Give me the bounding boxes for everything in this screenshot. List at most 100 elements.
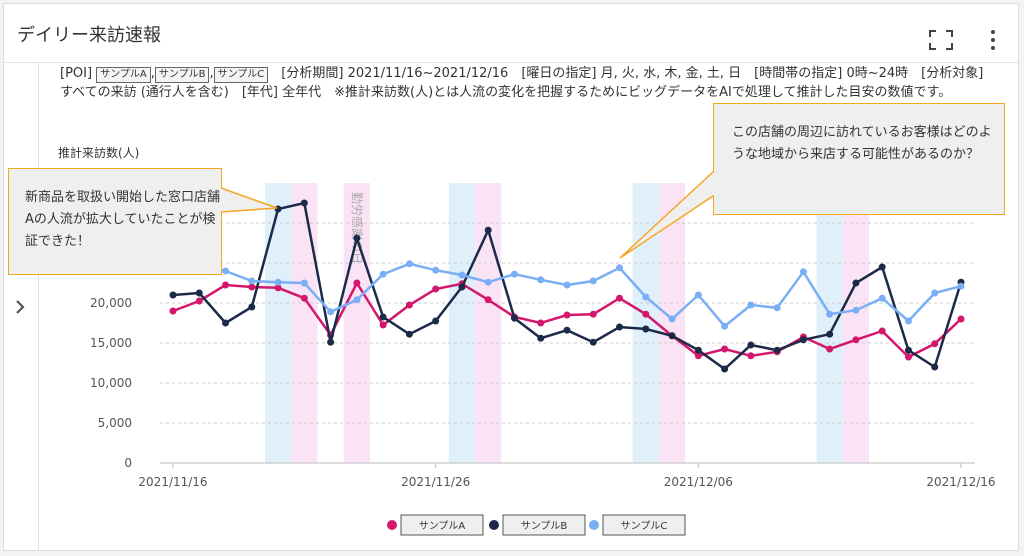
header-icons [929, 30, 995, 50]
data-point [721, 345, 729, 353]
data-point [169, 291, 177, 299]
data-point [957, 282, 965, 290]
data-point [826, 330, 834, 338]
data-point [799, 268, 807, 276]
data-point [852, 279, 860, 287]
separator: , [209, 66, 214, 81]
data-point [642, 293, 650, 301]
data-point [510, 270, 518, 278]
data-point [668, 332, 676, 340]
x-tick-label: 2021/11/16 [138, 475, 207, 489]
data-point [773, 346, 781, 354]
x-tick-label: 2021/12/06 [664, 475, 733, 489]
data-point [642, 310, 650, 318]
weekend-band [448, 183, 476, 463]
expand-arrow[interactable] [4, 63, 38, 551]
data-point [563, 281, 571, 289]
data-point [484, 296, 492, 304]
data-point [405, 260, 413, 268]
callout: この店舗の周辺に訪れているお客様はどのような地域から来店する可能性があるのか？ [713, 103, 1005, 215]
legend-box [602, 514, 686, 536]
data-point [432, 317, 440, 325]
data-point [931, 340, 939, 348]
data-point [300, 199, 308, 207]
data-point [616, 323, 624, 331]
data-point [721, 365, 729, 373]
data-point [957, 315, 965, 323]
data-point [694, 352, 702, 360]
data-point [852, 306, 860, 314]
data-point [195, 297, 203, 305]
y-tick-label: 15,000 [90, 336, 132, 350]
legend-label: サンプルB [521, 520, 568, 532]
data-point [563, 311, 571, 319]
card-header: デイリー来訪速報 [4, 4, 1018, 63]
data-point [432, 285, 440, 293]
data-point [353, 296, 361, 304]
data-point [826, 310, 834, 318]
poi-label: [POI] [60, 66, 93, 81]
weekend-band [816, 183, 843, 463]
menu-icon[interactable] [991, 30, 995, 50]
weekend-band [264, 183, 292, 463]
data-point [747, 301, 755, 309]
y-tick-label: 0 [124, 456, 132, 470]
data-point [379, 321, 387, 329]
holiday-band [475, 183, 502, 463]
data-point [248, 303, 256, 311]
data-point [589, 338, 597, 346]
data-point [432, 266, 440, 274]
x-tick-label: 2021/12/16 [926, 475, 995, 489]
y-tick-label: 20,000 [90, 296, 132, 310]
y-axis-label: 推計来訪数(人) [58, 145, 139, 160]
data-point [747, 352, 755, 360]
data-point [484, 226, 492, 234]
holiday-band [658, 183, 686, 463]
data-point [904, 317, 912, 325]
data-point [852, 336, 860, 344]
data-point [195, 289, 203, 297]
data-point [300, 294, 308, 302]
data-point [589, 310, 597, 318]
side-panel [4, 63, 39, 551]
data-point [563, 326, 571, 334]
y-tick-label: 5,000 [98, 416, 132, 430]
data-point [931, 363, 939, 371]
data-point [931, 289, 939, 297]
data-point [878, 263, 886, 271]
data-point [589, 277, 597, 285]
legend-label: サンプルC [621, 520, 668, 532]
legend-item[interactable]: サンプルB [489, 514, 586, 536]
legend-box [400, 514, 484, 536]
card-title: デイリー来訪速報 [17, 25, 161, 46]
y-tick-label: 10,000 [90, 376, 132, 390]
data-point [510, 314, 518, 322]
data-point [721, 322, 729, 330]
data-point [537, 319, 545, 327]
data-point [274, 284, 282, 292]
fullscreen-icon[interactable] [929, 30, 953, 50]
data-point [537, 334, 545, 342]
legend-item[interactable]: サンプルA [387, 514, 484, 536]
data-point [484, 278, 492, 286]
holiday-band [291, 183, 318, 463]
legend-item[interactable]: サンプルC [589, 514, 686, 536]
data-point [405, 301, 413, 309]
holiday-band [842, 183, 870, 463]
legend-marker [387, 520, 397, 530]
data-point [694, 291, 702, 299]
data-point [458, 271, 466, 279]
data-point [826, 345, 834, 353]
description: [POI] サンプルA, サンプルB, サンプルC [分析期間] 2021/11/1… [60, 64, 995, 102]
data-point [904, 353, 912, 361]
holiday-band [343, 183, 370, 463]
data-point [878, 294, 886, 302]
data-point [379, 313, 387, 321]
data-point [458, 283, 466, 291]
data-point [642, 325, 650, 333]
data-point [169, 307, 177, 315]
callout: 新商品を取扱い開始した窓口店舗Aの人流が拡大していたことが検証できた！ [8, 168, 222, 275]
data-point [274, 278, 282, 286]
data-point [353, 234, 361, 242]
